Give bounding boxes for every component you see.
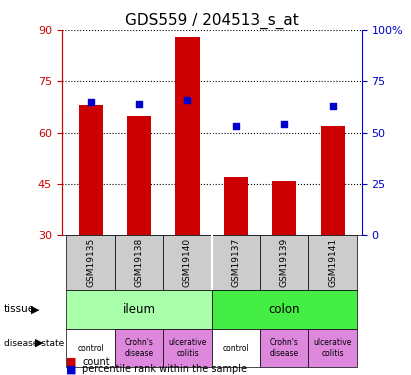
FancyBboxPatch shape — [308, 235, 357, 290]
FancyBboxPatch shape — [67, 290, 212, 329]
Bar — [127, 116, 151, 235]
Point — [88, 99, 94, 105]
FancyBboxPatch shape — [115, 329, 163, 368]
FancyBboxPatch shape — [212, 329, 260, 368]
Text: disease state: disease state — [4, 339, 65, 348]
Text: GSM19141: GSM19141 — [328, 238, 337, 287]
FancyBboxPatch shape — [163, 235, 212, 290]
Text: ileum: ileum — [122, 303, 156, 316]
Bar — [272, 180, 296, 235]
FancyBboxPatch shape — [67, 329, 115, 368]
Text: tissue: tissue — [4, 304, 35, 314]
Text: Crohn's
disease: Crohn's disease — [270, 338, 299, 358]
FancyBboxPatch shape — [260, 329, 308, 368]
Text: percentile rank within the sample: percentile rank within the sample — [82, 364, 247, 374]
Point — [329, 103, 336, 109]
Point — [184, 97, 191, 103]
Text: GSM19140: GSM19140 — [183, 238, 192, 287]
Point — [281, 122, 288, 128]
Text: Crohn's
disease: Crohn's disease — [125, 338, 154, 358]
FancyBboxPatch shape — [212, 290, 357, 329]
Text: count: count — [82, 357, 110, 367]
Text: control: control — [222, 344, 249, 352]
Text: ▶: ▶ — [31, 304, 39, 314]
Text: ■: ■ — [66, 357, 76, 367]
Bar — [175, 37, 200, 235]
FancyBboxPatch shape — [260, 235, 308, 290]
Text: GSM19139: GSM19139 — [280, 238, 289, 287]
Text: GSM19137: GSM19137 — [231, 238, 240, 287]
Text: ■: ■ — [66, 364, 76, 374]
Bar — [79, 105, 103, 235]
Point — [136, 101, 142, 107]
FancyBboxPatch shape — [212, 235, 260, 290]
Bar — [321, 126, 345, 235]
Title: GDS559 / 204513_s_at: GDS559 / 204513_s_at — [125, 12, 298, 28]
Point — [233, 123, 239, 129]
Text: GSM19135: GSM19135 — [86, 238, 95, 287]
FancyBboxPatch shape — [308, 329, 357, 368]
Text: ulcerative
colitis: ulcerative colitis — [314, 338, 352, 358]
FancyBboxPatch shape — [115, 235, 163, 290]
Text: ulcerative
colitis: ulcerative colitis — [168, 338, 207, 358]
Bar — [224, 177, 248, 235]
Text: control: control — [77, 344, 104, 352]
FancyBboxPatch shape — [163, 329, 212, 368]
FancyBboxPatch shape — [67, 235, 115, 290]
Text: ▶: ▶ — [35, 338, 44, 348]
Text: colon: colon — [268, 303, 300, 316]
Text: GSM19138: GSM19138 — [134, 238, 143, 287]
